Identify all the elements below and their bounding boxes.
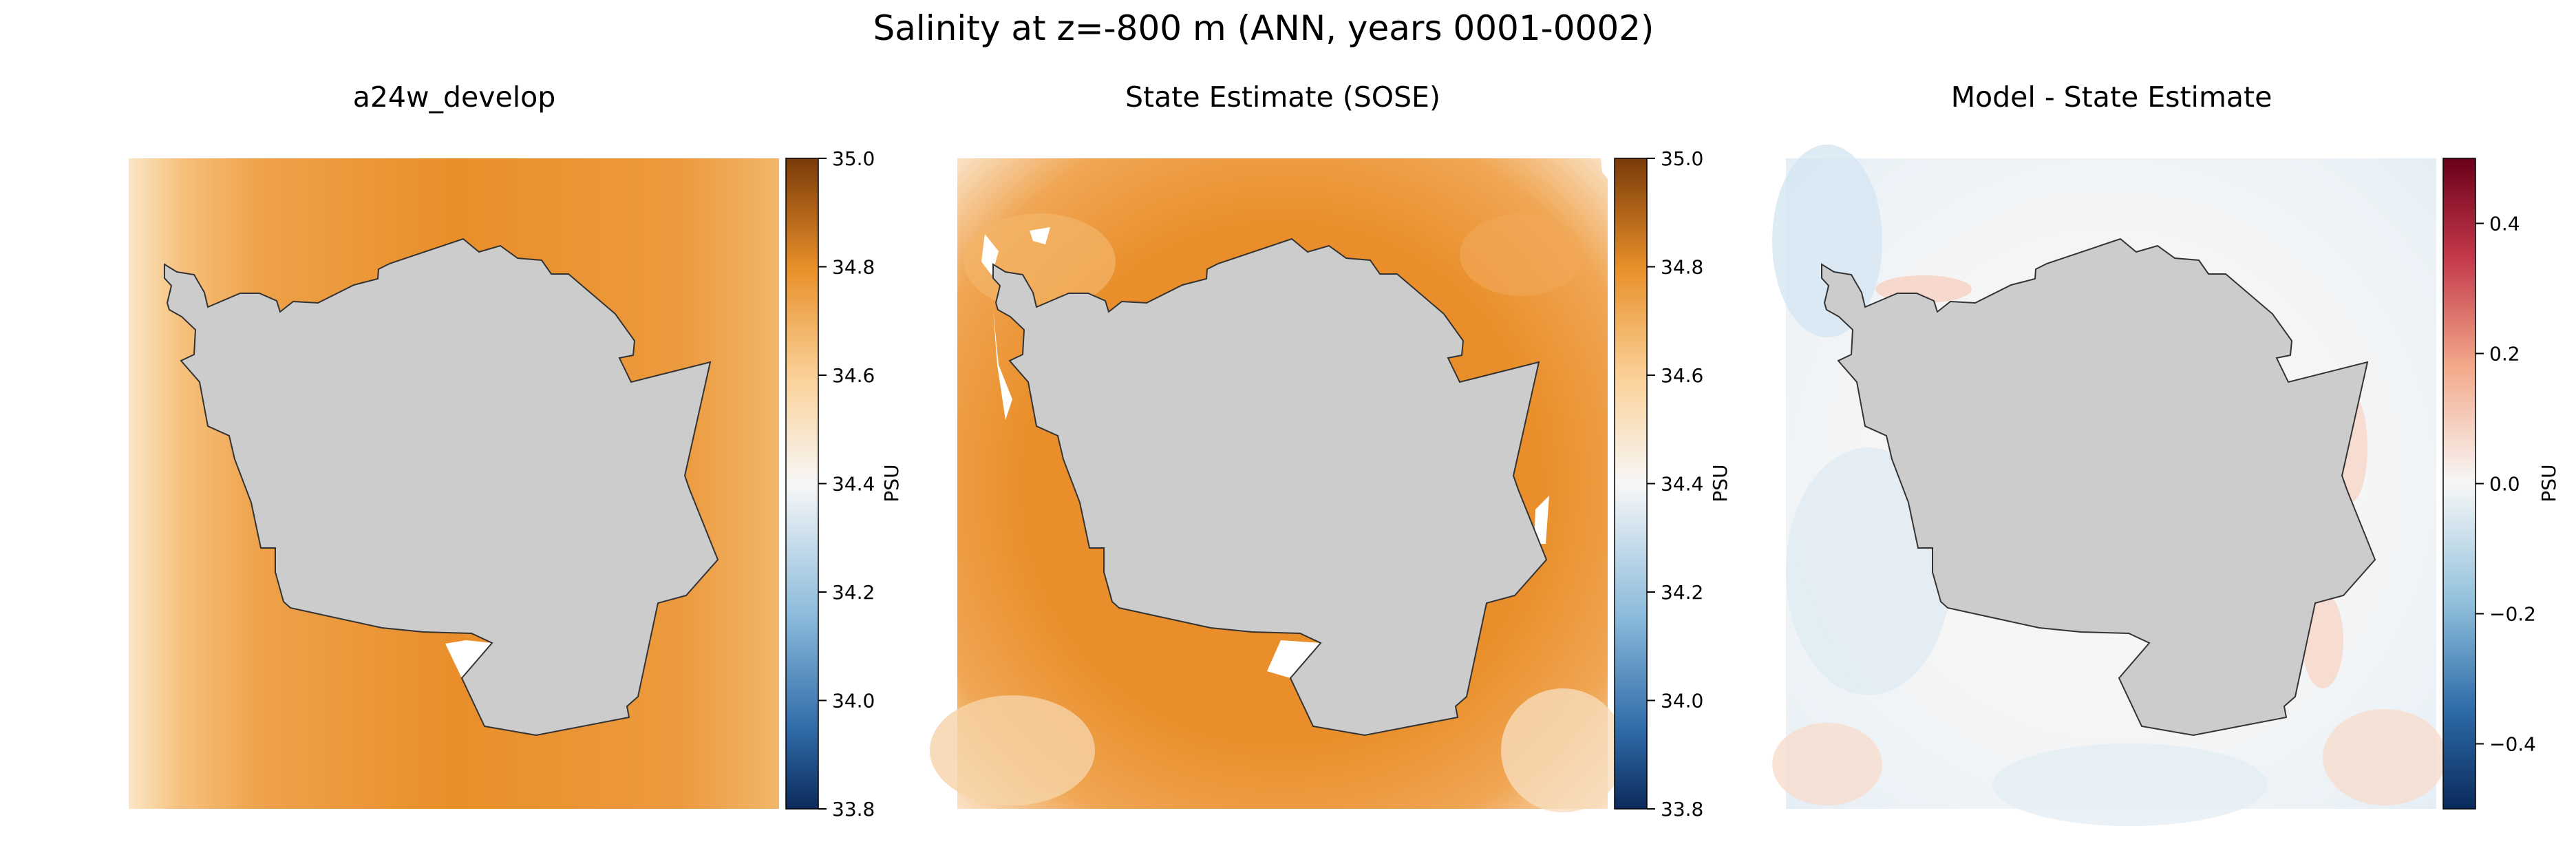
colorbar-tick-label: 34.0: [832, 690, 875, 712]
ice-shelf-gap: [1030, 227, 1050, 244]
colorbar-tick-label: 0.0: [2489, 473, 2520, 496]
colorbar-tick-label: 35.0: [1661, 147, 1703, 170]
field-patch: [2323, 709, 2447, 805]
colorbar-tick-label: −0.4: [2489, 733, 2536, 756]
ice-shelf-gap: [445, 640, 492, 678]
ice-shelf-gap: [1601, 158, 1608, 179]
colorbar-label-difference: PSU: [2537, 464, 2560, 502]
colorbar-tick-label: 33.8: [1661, 798, 1703, 821]
colorbar-tick-label: 34.4: [1661, 473, 1703, 496]
ice-shelf-gap: [1267, 640, 1321, 678]
colorbar-tick-label: 34.8: [1661, 256, 1703, 279]
colorbar-gradient: [1614, 158, 1648, 810]
map-difference: [1772, 145, 2447, 826]
colorbar-tick-label: 34.2: [832, 581, 875, 604]
field-patch: [1772, 723, 1882, 805]
colorbar-label-model: PSU: [880, 464, 903, 502]
field-patch: [1460, 213, 1584, 296]
colorbar-model: 33.8 34.0 34.2 34.4 34.6 34.8 35.0 PSU: [785, 147, 903, 821]
panel-difference: Model - State Estimate −0.4 −0.2 0.0 0.2 0.4…: [1772, 81, 2560, 826]
map-model: [129, 158, 779, 809]
panel-state-estimate: State Estimate (SOSE) 33.8 34.0 34.2 34.4 34…: [930, 81, 1732, 821]
colorbar-tick-label: 0.4: [2489, 213, 2520, 235]
colorbar-tick-label: 34.2: [1661, 581, 1703, 604]
panel-title-state-estimate: State Estimate (SOSE): [1125, 81, 1440, 114]
colorbar-difference: −0.4 −0.2 0.0 0.2 0.4 PSU: [2442, 158, 2560, 810]
colorbar-gradient: [2442, 158, 2476, 810]
ice-shelf-gap: [993, 310, 1012, 420]
panel-title-difference: Model - State Estimate: [1951, 81, 2272, 114]
colorbar-tick-label: −0.2: [2489, 603, 2536, 626]
panel-title-model: a24w_develop: [353, 81, 556, 114]
ice-shelf-gap: [1534, 496, 1549, 544]
colorbar-state-estimate: 33.8 34.0 34.2 34.4 34.6 34.8 35.0 PSU: [1614, 147, 1732, 821]
figure-title: Salinity at z=-800 m (ANN, years 0001-00…: [873, 8, 1654, 48]
panel-model: a24w_develop 33.8 34.0 34.2 34.4 34.6 34.8 35.…: [129, 81, 903, 821]
field-patch: [1501, 688, 1625, 812]
colorbar-tick-label: 34.0: [1661, 690, 1703, 712]
colorbar-tick-label: 0.2: [2489, 343, 2520, 366]
colorbar-tick-label: 35.0: [832, 147, 875, 170]
colorbar-gradient: [785, 158, 819, 810]
map-state-estimate: [930, 158, 1625, 812]
colorbar-tick-label: 34.8: [832, 256, 875, 279]
colorbar-tick-label: 34.6: [1661, 364, 1703, 387]
field-patch: [930, 695, 1095, 805]
field-patch: [1992, 743, 2268, 826]
colorbar-tick-label: 33.8: [832, 798, 875, 821]
colorbar-tick-label: 34.6: [832, 364, 875, 387]
colorbar-label-state-estimate: PSU: [1709, 464, 1732, 502]
colorbar-tick-label: 34.4: [832, 473, 875, 496]
